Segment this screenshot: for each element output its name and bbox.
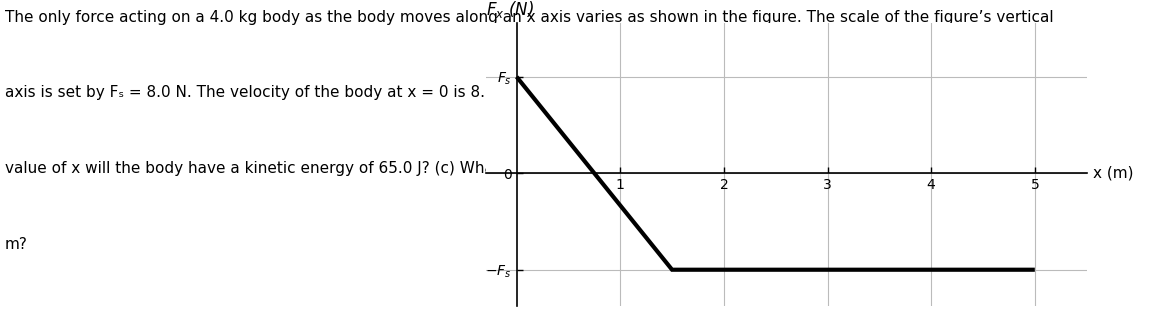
Text: The only force acting on a 4.0 kg body as the body moves along an x axis varies : The only force acting on a 4.0 kg body a… bbox=[5, 10, 1053, 25]
Text: $F_x$ (N): $F_x$ (N) bbox=[486, 0, 533, 20]
Text: m?: m? bbox=[5, 237, 28, 252]
Text: x (m): x (m) bbox=[1092, 166, 1133, 181]
Text: value of x will the body have a kinetic energy of 65.0 J? (c) What is the maximu: value of x will the body have a kinetic … bbox=[5, 161, 1046, 176]
Text: axis is set by Fₛ = 8.0 N. The velocity of the body at x = 0 is 8.0 m/s. (a) Wha: axis is set by Fₛ = 8.0 N. The velocity … bbox=[5, 85, 1055, 100]
